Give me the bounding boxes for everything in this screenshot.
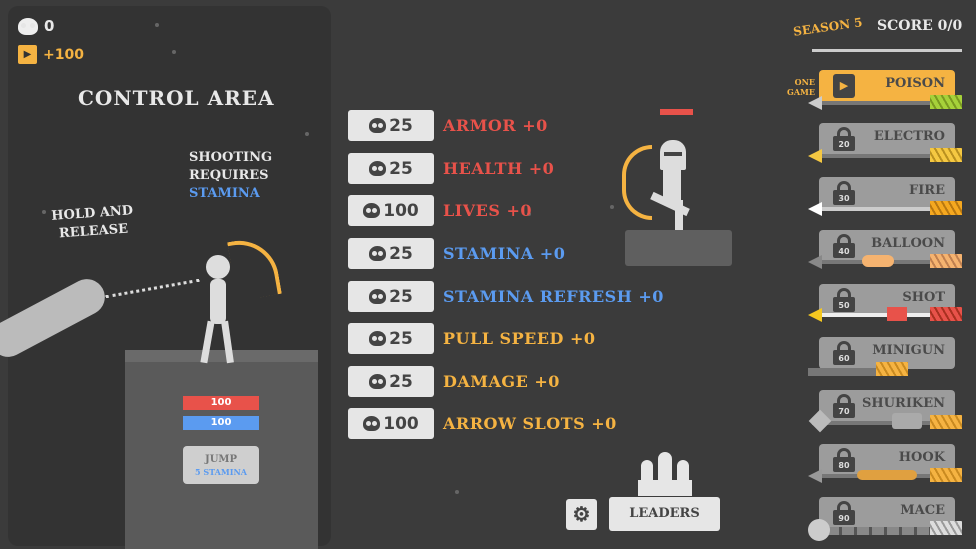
- lock-icon: 80: [833, 448, 855, 472]
- lock-icon: 60: [833, 341, 855, 365]
- upgrade-stamina-buy-button[interactable]: 25: [348, 238, 434, 269]
- upgrade-stamina-refresh-buy-button[interactable]: 25: [348, 281, 434, 312]
- skull-counter: 0: [18, 17, 54, 35]
- shot-arrow-icon: [808, 307, 962, 322]
- upgrade-arrow-slots-buy-button[interactable]: 100: [348, 408, 434, 439]
- upgrade-stamina-refresh-label: STAMINA REFRESH +0: [443, 287, 664, 306]
- enemy-knight: [645, 140, 710, 230]
- upgrade-lives-buy-button[interactable]: 100: [348, 195, 434, 226]
- enemy-bow-icon: [622, 145, 652, 220]
- settings-button[interactable]: ⚙: [566, 499, 597, 530]
- mace-arrow-icon: [808, 519, 962, 541]
- upgrade-armor-buy-button[interactable]: 25: [348, 110, 434, 141]
- shooting-hint: SHOOTING REQUIRES STAMINA: [189, 150, 273, 201]
- one-game-label: ONE GAME: [787, 77, 815, 97]
- lock-icon: 40: [833, 234, 855, 258]
- selected-arrow-icon: [812, 49, 962, 52]
- skull-icon: [363, 203, 381, 218]
- podium-icon: [638, 452, 692, 496]
- lock-icon: 30: [833, 181, 855, 205]
- video-icon: ▶: [833, 74, 855, 98]
- minigun-arrow-icon: [808, 362, 908, 376]
- jump-button[interactable]: JUMP 5 STAMINA: [183, 446, 259, 484]
- lock-icon: 70: [833, 394, 855, 418]
- upgrade-damage-label: DAMAGE +0: [443, 372, 560, 391]
- upgrade-arrow-slots-label: ARROW SLOTS +0: [443, 414, 617, 433]
- skull-icon: [369, 289, 387, 304]
- lock-icon: 90: [833, 501, 855, 525]
- skull-icon: [369, 118, 387, 133]
- upgrade-health-buy-button[interactable]: 25: [348, 153, 434, 184]
- season-label: SEASON 5: [792, 15, 864, 39]
- skull-icon: [369, 374, 387, 389]
- upgrade-armor-label: ARMOR +0: [443, 116, 548, 135]
- upgrade-pull-speed-label: PULL SPEED +0: [443, 329, 596, 348]
- lock-icon: 50: [833, 288, 855, 312]
- hook-arrow-icon: [808, 468, 962, 483]
- poison-arrow-icon: [808, 95, 962, 110]
- video-icon: ▶: [18, 45, 37, 64]
- fire-arrow-icon: [808, 201, 962, 216]
- upgrade-lives-label: LIVES +0: [443, 201, 533, 220]
- electro-arrow-icon: [808, 148, 962, 163]
- enemy-platform: [625, 230, 732, 266]
- skull-icon: [369, 246, 387, 261]
- hold-release-hint: HOLD AND RELEASE: [50, 203, 134, 242]
- control-area-title: CONTROL AREA: [78, 86, 275, 110]
- upgrade-stamina-label: STAMINA +0: [443, 244, 566, 263]
- upgrade-pull-speed-buy-button[interactable]: 25: [348, 323, 434, 354]
- gear-icon: ⚙: [572, 502, 591, 526]
- skull-icon: [18, 17, 38, 35]
- stamina-bar: 100: [183, 416, 259, 430]
- health-bar: 100: [183, 396, 259, 410]
- upgrade-damage-buy-button[interactable]: 25: [348, 366, 434, 397]
- score-label: SCORE 0/0: [877, 18, 963, 34]
- balloon-arrow-icon: [808, 254, 962, 269]
- skull-icon: [369, 331, 387, 346]
- skull-icon: [363, 416, 381, 431]
- lock-icon: 20: [833, 127, 855, 151]
- weapon-poison[interactable]: ▶ POISON: [819, 70, 955, 102]
- skull-icon: [369, 161, 387, 176]
- player-archer: [198, 255, 238, 365]
- enemy-health-bar: [660, 109, 693, 115]
- upgrade-health-label: HEALTH +0: [443, 159, 555, 178]
- leaders-button[interactable]: LEADERS: [609, 497, 720, 531]
- watch-ad-reward-button[interactable]: ▶ +100: [18, 45, 84, 64]
- shuriken-arrow-icon: [808, 409, 962, 433]
